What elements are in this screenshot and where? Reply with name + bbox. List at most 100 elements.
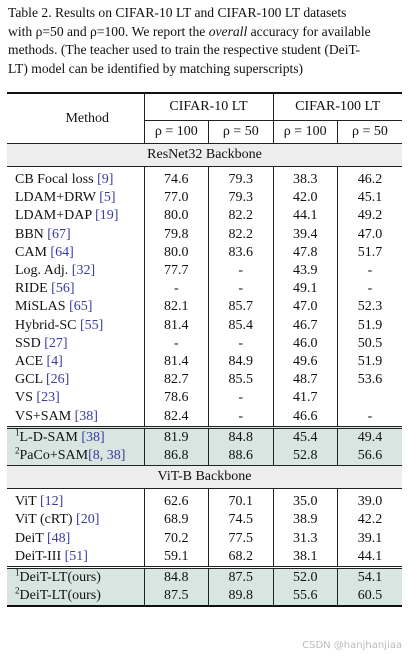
caption-line-2: with ρ=50 and ρ=100. We report the overa… bbox=[8, 23, 402, 42]
value-cell: 82.4 bbox=[143, 407, 209, 428]
caption-text: with ρ=50 and ρ=100. We report the bbox=[8, 23, 209, 39]
table-row: 1DeiT-LT(ours) 84.8 87.5 52.0 54.1 bbox=[7, 566, 402, 588]
method-cell: 2DeiT-LT(ours) bbox=[7, 586, 145, 608]
method-name: SSD bbox=[15, 335, 45, 351]
value-cell: 52.8 bbox=[272, 447, 338, 467]
spacer-row bbox=[7, 166, 402, 171]
method-name: RIDE bbox=[15, 281, 52, 297]
value-cell: 46.0 bbox=[272, 334, 338, 354]
citation-link[interactable]: [23] bbox=[36, 390, 60, 406]
rho50-header: ρ = 50 bbox=[208, 120, 273, 144]
citation-link[interactable]: [48] bbox=[47, 530, 71, 546]
rho100-header: ρ = 100 bbox=[143, 120, 209, 144]
method-name: ACE bbox=[15, 354, 47, 370]
method-name: ViT (cRT) bbox=[15, 512, 77, 528]
value-cell: 56.6 bbox=[336, 447, 402, 467]
value-cell: 84.9 bbox=[208, 353, 273, 372]
citation-link[interactable]: [26] bbox=[45, 372, 70, 388]
value-cell: 49.2 bbox=[336, 207, 402, 226]
value-cell: 77.0 bbox=[143, 189, 209, 208]
method-name: VS bbox=[15, 390, 37, 406]
value-cell: 42.2 bbox=[336, 511, 402, 530]
method-name: CAM bbox=[15, 244, 51, 260]
citation-link[interactable]: [5] bbox=[99, 190, 116, 206]
value-cell: 85.5 bbox=[208, 371, 273, 390]
method-cell: ViT [12] bbox=[7, 493, 144, 511]
results-table: Method CIFAR-10 LT CIFAR-100 LT ρ = 100 … bbox=[7, 92, 402, 608]
citation-link[interactable]: [65] bbox=[69, 299, 93, 315]
teacher-superscript: 2 bbox=[15, 445, 20, 456]
table-row: VS [23] 78.6-41.7 bbox=[7, 389, 402, 408]
value-cell: 42.0 bbox=[272, 189, 338, 208]
citation-link[interactable]: [20] bbox=[76, 512, 100, 528]
table-row: LDAM+DRW [5] 77.0 79.3 42.0 45.1 bbox=[7, 189, 402, 208]
value-cell: 49.4 bbox=[336, 425, 402, 448]
method-cell: BBN [67] bbox=[7, 226, 144, 244]
table-row: ViT [12] 62.6 70.1 35.0 39.0 bbox=[7, 493, 402, 512]
value-cell: 38.3 bbox=[272, 171, 338, 190]
value-cell: 84.8 bbox=[208, 425, 273, 448]
rho50-header: ρ = 50 bbox=[336, 120, 402, 144]
section-header-row: ViT-B Backbone bbox=[7, 465, 402, 490]
value-cell: 39.4 bbox=[272, 225, 338, 244]
value-cell: 38.9 bbox=[272, 511, 338, 530]
value-cell: 74.5 bbox=[208, 511, 273, 530]
citation-link[interactable]: [56] bbox=[51, 281, 75, 297]
value-cell: 59.1 bbox=[143, 547, 209, 568]
citation-link[interactable]: [27] bbox=[44, 335, 68, 351]
section-header-row: ResNet32 Backbone bbox=[7, 143, 402, 167]
citation-link[interactable]: [9] bbox=[97, 172, 114, 187]
citation-link[interactable]: [4] bbox=[46, 354, 63, 370]
citation-link[interactable]: [32] bbox=[71, 263, 96, 279]
value-cell: 62.6 bbox=[143, 493, 209, 512]
value-cell: - bbox=[208, 389, 273, 408]
citation-link[interactable]: [55] bbox=[79, 317, 104, 333]
method-name: DeiT-LT(ours) bbox=[19, 570, 101, 586]
caption-italic: overall bbox=[208, 23, 248, 39]
citation-link[interactable]: [51] bbox=[64, 548, 88, 564]
table-row: RIDE [56] - -49.1- bbox=[7, 280, 402, 299]
citation-link[interactable]: [67] bbox=[47, 226, 71, 242]
method-cell: Log. Adj. [32] bbox=[7, 262, 144, 280]
value-cell: 45.4 bbox=[272, 425, 338, 448]
value-cell: 81.9 bbox=[143, 425, 209, 448]
citation-link[interactable]: [38] bbox=[81, 429, 105, 445]
value-cell: - bbox=[336, 262, 402, 281]
method-cell: 1L-D-SAM [38] bbox=[7, 425, 145, 448]
method-cell: SSD [27] bbox=[7, 335, 144, 353]
value-cell: 84.8 bbox=[143, 566, 209, 588]
value-cell: 38.1 bbox=[272, 547, 338, 568]
value-cell: 47.8 bbox=[272, 243, 338, 263]
citation-link[interactable]: [19] bbox=[95, 208, 119, 224]
value-cell: 68.9 bbox=[143, 511, 209, 530]
value-cell: 81.4 bbox=[143, 316, 209, 335]
method-cell: LDAM+DRW [5] bbox=[7, 189, 144, 207]
value-cell: 43.9 bbox=[272, 262, 338, 281]
caption-line-4: LT) model can be identified by matching … bbox=[8, 60, 304, 76]
table-row: ACE [4] 81.4 84.9 49.6 51.9 bbox=[7, 353, 402, 372]
table-row: CAM [64] 80.0 83.6 47.8 51.7 bbox=[7, 243, 402, 263]
value-cell: 45.1 bbox=[336, 189, 402, 208]
table-row: Log. Adj. [32] 77.7-43.9- bbox=[7, 262, 402, 281]
table-row: DeiT [48] 70.2 77.5 31.3 39.1 bbox=[7, 529, 402, 548]
citation-link[interactable]: [8, 38] bbox=[88, 448, 126, 464]
method-cell: ViT (cRT) [20] bbox=[7, 511, 144, 529]
value-cell: 79.3 bbox=[208, 189, 273, 208]
header-row-rho: ρ = 100 ρ = 50 ρ = 100 ρ = 50 bbox=[7, 120, 402, 144]
value-cell: 49.1 bbox=[272, 280, 338, 299]
citation-link[interactable]: [12] bbox=[39, 494, 64, 510]
rho100-header: ρ = 100 bbox=[272, 120, 338, 144]
value-cell: 31.3 bbox=[272, 529, 338, 548]
cifar100-header: CIFAR-100 LT bbox=[272, 92, 402, 121]
table-row: GCL [26] 82.7 85.5 48.7 53.6 bbox=[7, 371, 402, 390]
value-cell: 47.0 bbox=[272, 298, 338, 317]
citation-link[interactable]: [64] bbox=[50, 244, 74, 260]
value-cell: 60.5 bbox=[336, 587, 402, 608]
value-cell: 46.6 bbox=[272, 407, 338, 428]
citation-link[interactable]: [38] bbox=[74, 408, 98, 424]
value-cell: 68.2 bbox=[208, 547, 273, 568]
value-cell: 39.0 bbox=[336, 493, 402, 512]
value-cell: - bbox=[208, 280, 273, 299]
table-row: 2DeiT-LT(ours) 87.5 89.8 55.6 60.5 bbox=[7, 586, 402, 608]
section-title: ResNet32 Backbone bbox=[7, 143, 402, 167]
